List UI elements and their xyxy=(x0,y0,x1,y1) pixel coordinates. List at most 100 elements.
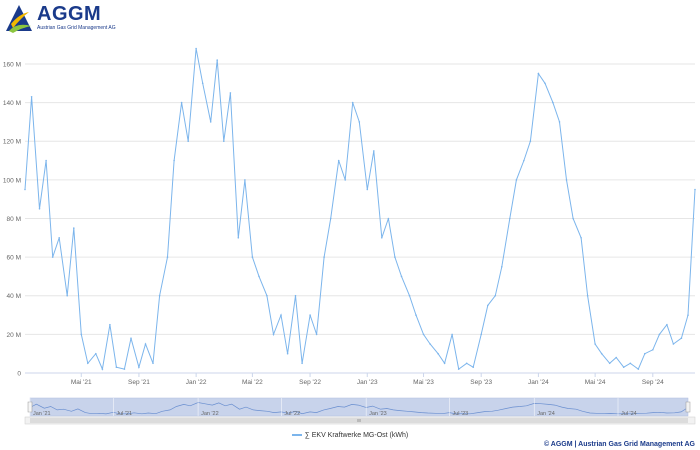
data-point[interactable] xyxy=(457,368,460,370)
data-point[interactable] xyxy=(572,217,574,220)
data-point[interactable] xyxy=(58,237,60,239)
data-point[interactable] xyxy=(472,366,475,369)
data-point[interactable] xyxy=(558,121,561,123)
data-point[interactable] xyxy=(87,362,89,365)
data-point[interactable] xyxy=(529,140,532,142)
data-point[interactable] xyxy=(666,323,668,326)
data-point[interactable] xyxy=(415,314,417,316)
data-point[interactable] xyxy=(95,352,97,355)
data-point[interactable] xyxy=(586,294,589,297)
data-point[interactable] xyxy=(358,121,361,123)
data-point[interactable] xyxy=(422,333,425,336)
data-point[interactable] xyxy=(387,217,390,220)
data-point[interactable] xyxy=(80,333,83,336)
data-point[interactable] xyxy=(229,92,232,94)
data-point[interactable] xyxy=(687,314,689,316)
data-point[interactable] xyxy=(201,82,204,85)
data-point[interactable] xyxy=(73,227,75,229)
data-point[interactable] xyxy=(565,179,568,181)
data-point[interactable] xyxy=(451,333,453,336)
data-point[interactable] xyxy=(465,362,468,365)
data-point[interactable] xyxy=(109,323,111,326)
data-point[interactable] xyxy=(501,266,503,268)
data-point[interactable] xyxy=(130,337,132,340)
data-point[interactable] xyxy=(45,159,47,162)
data-point[interactable] xyxy=(373,150,375,152)
data-point[interactable] xyxy=(180,101,183,104)
data-point[interactable] xyxy=(437,352,439,355)
data-point[interactable] xyxy=(173,159,175,162)
data-point[interactable] xyxy=(622,366,625,369)
data-point[interactable] xyxy=(394,256,396,258)
data-point[interactable] xyxy=(400,275,403,278)
data-point[interactable] xyxy=(115,366,118,369)
data-point[interactable] xyxy=(644,352,646,355)
data-point[interactable] xyxy=(494,294,497,297)
data-point[interactable] xyxy=(537,72,540,75)
data-point[interactable] xyxy=(366,188,369,191)
data-point[interactable] xyxy=(443,362,446,365)
data-point[interactable] xyxy=(429,343,431,345)
data-point[interactable] xyxy=(608,362,611,365)
data-point[interactable] xyxy=(381,237,383,239)
data-point[interactable] xyxy=(237,237,240,239)
data-point[interactable] xyxy=(329,217,332,220)
data-point[interactable] xyxy=(408,294,411,297)
scrollbar-thumb[interactable] xyxy=(30,418,688,423)
data-point[interactable] xyxy=(223,140,225,142)
data-point[interactable] xyxy=(480,333,483,336)
data-point[interactable] xyxy=(580,237,582,239)
navigator[interactable]: Jan '21 Jul '21 Jan '22 Jul '22 Jan '23 Jul '… xyxy=(24,397,696,425)
data-point[interactable] xyxy=(672,343,675,345)
data-point[interactable] xyxy=(24,188,26,191)
data-point[interactable] xyxy=(552,101,554,104)
navigator-handle-right[interactable] xyxy=(685,401,691,413)
data-point[interactable] xyxy=(544,82,546,85)
data-point[interactable] xyxy=(594,343,596,345)
data-point[interactable] xyxy=(66,294,68,297)
data-point[interactable] xyxy=(344,179,347,181)
data-point[interactable] xyxy=(216,59,218,61)
data-point[interactable] xyxy=(351,101,354,104)
data-point[interactable] xyxy=(315,333,318,336)
data-point[interactable] xyxy=(600,352,603,355)
data-point[interactable] xyxy=(652,349,654,351)
data-point[interactable] xyxy=(251,256,254,258)
data-point[interactable] xyxy=(144,343,147,345)
data-point[interactable] xyxy=(152,362,154,365)
data-point[interactable] xyxy=(487,304,489,307)
data-point[interactable] xyxy=(309,314,311,316)
data-point[interactable] xyxy=(30,96,33,98)
data-point[interactable] xyxy=(209,121,212,123)
data-point[interactable] xyxy=(523,159,525,162)
data-point[interactable] xyxy=(138,366,140,369)
data-point[interactable] xyxy=(166,256,169,258)
data-point[interactable] xyxy=(101,368,104,370)
data-point[interactable] xyxy=(629,362,632,365)
legend[interactable]: ∑ EKV Kraftwerke MG-Ost (kWh) xyxy=(0,432,700,439)
data-point[interactable] xyxy=(280,314,282,316)
data-point[interactable] xyxy=(266,294,268,297)
data-point[interactable] xyxy=(158,294,161,297)
data-point[interactable] xyxy=(195,47,197,50)
data-point[interactable] xyxy=(680,337,683,340)
data-point[interactable] xyxy=(272,333,275,336)
data-point[interactable] xyxy=(187,140,189,142)
data-point[interactable] xyxy=(301,362,303,365)
data-point[interactable] xyxy=(615,356,617,359)
data-point[interactable] xyxy=(294,294,297,297)
data-point[interactable] xyxy=(323,256,325,258)
data-point[interactable] xyxy=(515,179,518,181)
data-point[interactable] xyxy=(38,208,41,210)
data-point[interactable] xyxy=(286,352,289,355)
data-point[interactable] xyxy=(694,188,696,191)
data-point[interactable] xyxy=(51,256,54,258)
credits[interactable]: © AGGM | Austrian Gas Grid Management AG xyxy=(543,441,695,448)
data-point[interactable] xyxy=(509,217,511,220)
data-point[interactable] xyxy=(244,179,246,181)
data-point[interactable] xyxy=(658,333,661,336)
data-point[interactable] xyxy=(637,368,640,370)
data-point[interactable] xyxy=(258,275,260,278)
data-point[interactable] xyxy=(337,159,340,162)
data-point[interactable] xyxy=(123,368,126,370)
